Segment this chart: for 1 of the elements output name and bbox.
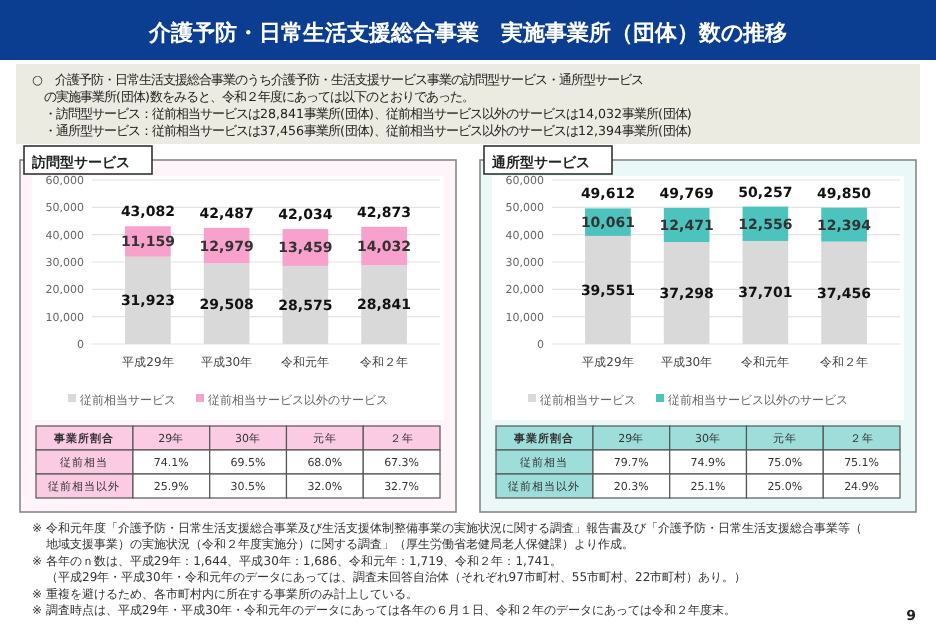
text: 介護予防・日常生活支援総合事業 実施事業所（団体）数の推移 [147, 20, 787, 46]
